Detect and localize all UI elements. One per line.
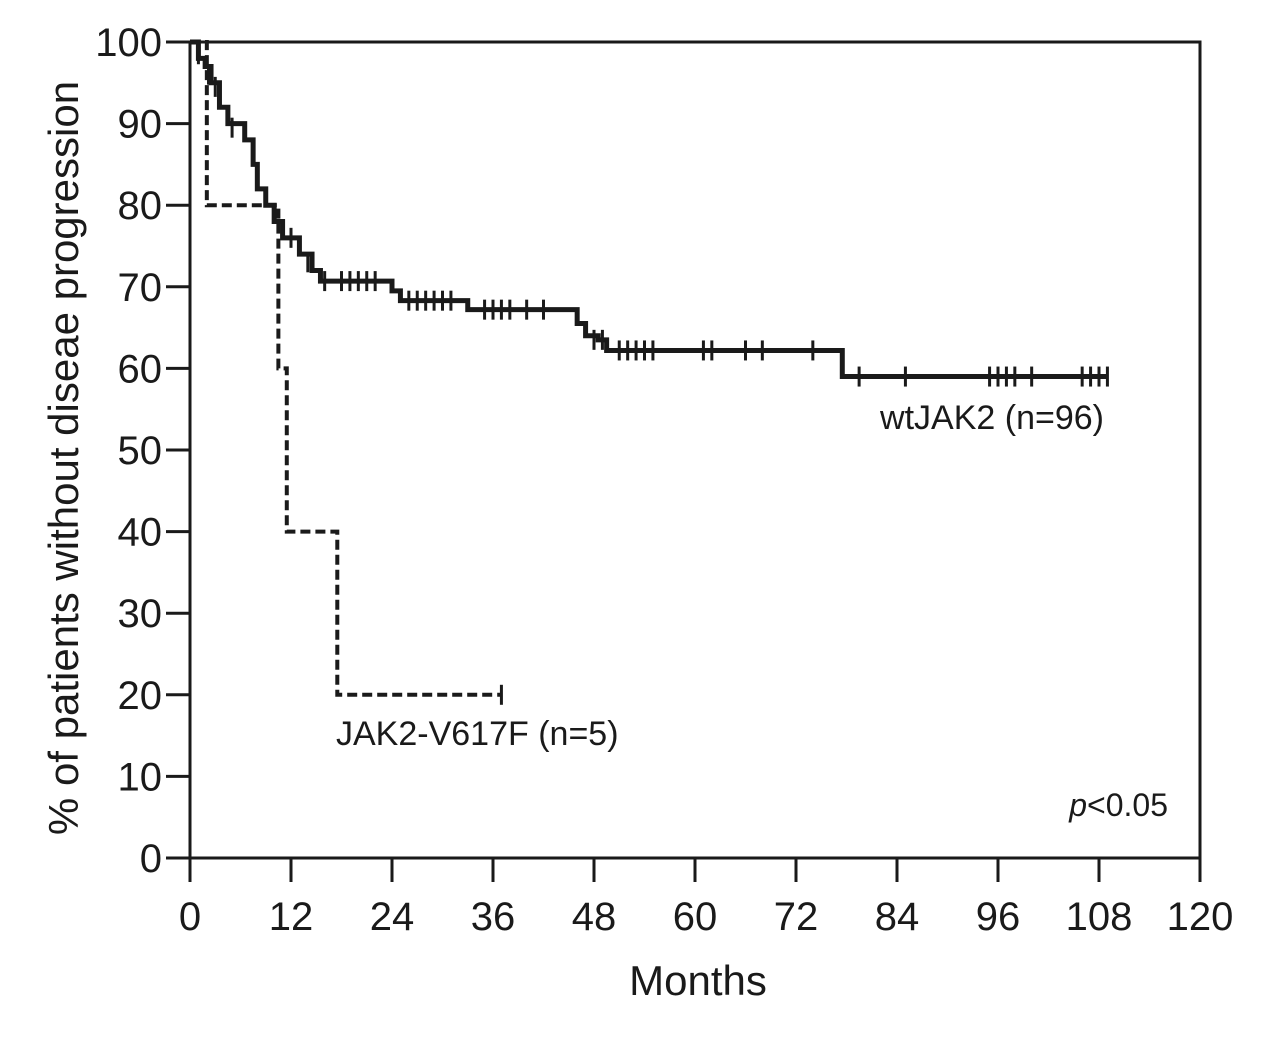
x-tick-label: 108	[1066, 895, 1133, 939]
y-tick-label: 60	[118, 347, 163, 391]
y-tick-label: 80	[118, 184, 163, 228]
x-tick-label: 60	[673, 895, 718, 939]
p-value-suffix: <0.05	[1087, 787, 1168, 823]
x-tick-label: 0	[179, 895, 201, 939]
p-value-prefix: p	[1068, 787, 1087, 823]
x-tick-label: 120	[1167, 895, 1234, 939]
x-tick-label: 72	[774, 895, 819, 939]
y-tick-label: 10	[118, 755, 163, 799]
x-tick-label: 96	[976, 895, 1021, 939]
series-layer	[190, 39, 1108, 697]
x-tick-label: 48	[572, 895, 617, 939]
series-line-1	[190, 40, 502, 697]
y-tick-label: 40	[118, 511, 163, 555]
x-tick-label: 24	[370, 895, 415, 939]
series-label-jak2-v617f: JAK2-V617F (n=5)	[336, 715, 619, 753]
series-label-wtjak2: wtJAK2 (n=96)	[879, 399, 1104, 437]
y-tick-label: 90	[118, 103, 163, 147]
y-tick-label: 50	[118, 429, 163, 473]
y-tick-label: 100	[95, 21, 162, 65]
x-axis: 0 12 24 36 48 60 72 84 96 108 120	[179, 858, 1234, 939]
y-axis: 0 10 20 30 40 50 60 70 80 90 100	[95, 21, 190, 881]
x-tick-label: 12	[269, 895, 314, 939]
x-axis-label: Months	[629, 957, 767, 1004]
censor-layer	[196, 44, 1109, 705]
y-axis-label: % of patients without diseae progression	[40, 81, 87, 835]
series-line-0	[190, 39, 1108, 380]
x-tick-label: 36	[471, 895, 516, 939]
y-tick-label: 0	[140, 837, 162, 881]
p-value-annotation: p<0.05	[1068, 787, 1168, 823]
y-tick-label: 20	[118, 674, 163, 718]
y-tick-label: 30	[118, 592, 163, 636]
x-tick-label: 84	[875, 895, 920, 939]
y-tick-label: 70	[118, 266, 163, 310]
